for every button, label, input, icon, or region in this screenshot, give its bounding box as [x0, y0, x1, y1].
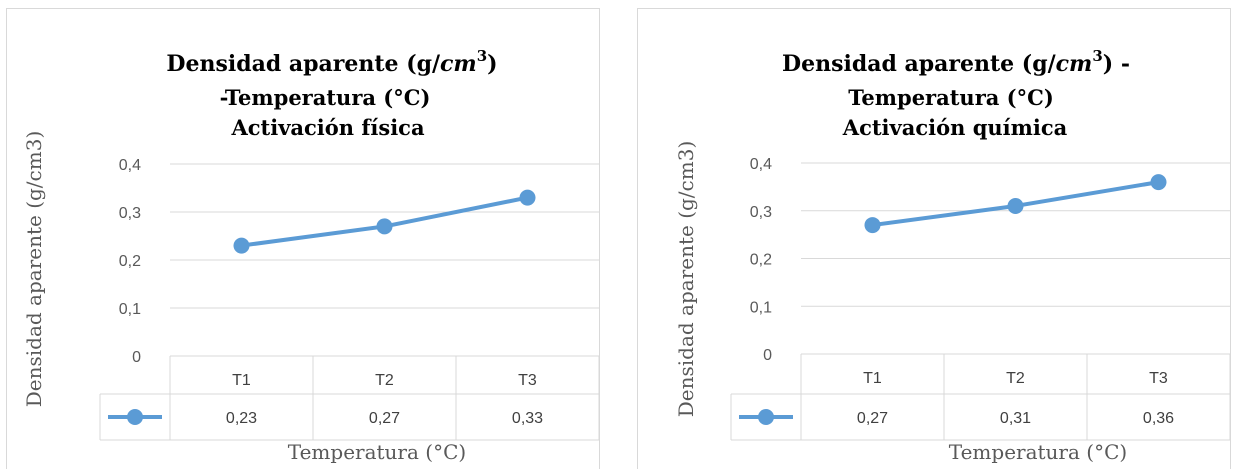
category-label: T3	[518, 372, 537, 389]
data-series	[233, 189, 536, 254]
data-point	[519, 189, 536, 206]
y-tick-label: 0,1	[119, 301, 141, 318]
chart-title-line-2: -Temperatura (°C)	[220, 85, 431, 110]
legend-key-marker	[758, 409, 774, 425]
category-label: T2	[1006, 370, 1025, 387]
chart-title-line-1: Densidad aparente (g/cm3)	[166, 47, 497, 77]
y-tick-label: 0,3	[119, 205, 141, 222]
data-series	[864, 174, 1167, 234]
y-axis-title: Densidad aparente (g/cm3)	[674, 141, 698, 418]
y-tick-label: 0,4	[119, 157, 141, 174]
chart-svg: Densidad aparente (g/cm3) - Temperatura …	[674, 47, 1231, 464]
value-label: 0,23	[226, 410, 257, 427]
y-tick-label: 0	[763, 347, 772, 364]
y-tick-labels: 0 0,1 0,2 0,3 0,4	[119, 157, 141, 366]
data-point	[1007, 197, 1024, 214]
legend-key-marker	[127, 409, 143, 425]
category-label: T1	[863, 370, 882, 387]
data-point	[376, 218, 393, 235]
chart-title-line-3: Activación física	[230, 115, 425, 140]
chart-svg: Densidad aparente (g/cm3) -Temperatura (…	[22, 47, 600, 464]
y-tick-label: 0,4	[750, 156, 772, 173]
gridlines	[170, 163, 599, 357]
category-label: T2	[375, 372, 394, 389]
value-label: 0,27	[857, 410, 888, 427]
data-table: T1 0,27 T2 0,31 T3 0,36	[730, 354, 1231, 441]
chart-title-line-3: Activación química	[842, 115, 1068, 140]
chart-panel-quimica: Densidad aparente (g/cm3) - Temperatura …	[637, 8, 1231, 469]
y-tick-labels: 0 0,1 0,2 0,3 0,4	[750, 156, 772, 364]
y-tick-label: 0,2	[750, 252, 772, 269]
data-point	[1150, 174, 1167, 191]
chart-panel-fisica: Densidad aparente (g/cm3) -Temperatura (…	[6, 8, 600, 469]
value-label: 0,33	[512, 410, 543, 427]
y-tick-label: 0	[132, 349, 141, 366]
y-axis-title: Densidad aparente (g/cm3)	[22, 131, 46, 408]
data-table: T1 0,23 T2 0,27 T3 0,33	[99, 356, 600, 441]
data-point	[233, 237, 250, 254]
y-tick-label: 0,1	[750, 299, 772, 316]
chart-title-line-2: Temperatura (°C)	[848, 85, 1054, 110]
category-label: T1	[232, 372, 251, 389]
x-axis-title: Temperatura (°C)	[288, 440, 466, 464]
value-label: 0,31	[1000, 410, 1031, 427]
value-label: 0,27	[369, 410, 400, 427]
gridlines	[801, 162, 1230, 355]
data-point	[864, 217, 881, 234]
y-tick-label: 0,2	[119, 253, 141, 270]
category-label: T3	[1149, 370, 1168, 387]
y-tick-label: 0,3	[750, 204, 772, 221]
chart-title-line-1: Densidad aparente (g/cm3) -	[782, 47, 1130, 77]
x-axis-title: Temperatura (°C)	[949, 440, 1127, 464]
value-label: 0,36	[1143, 410, 1174, 427]
